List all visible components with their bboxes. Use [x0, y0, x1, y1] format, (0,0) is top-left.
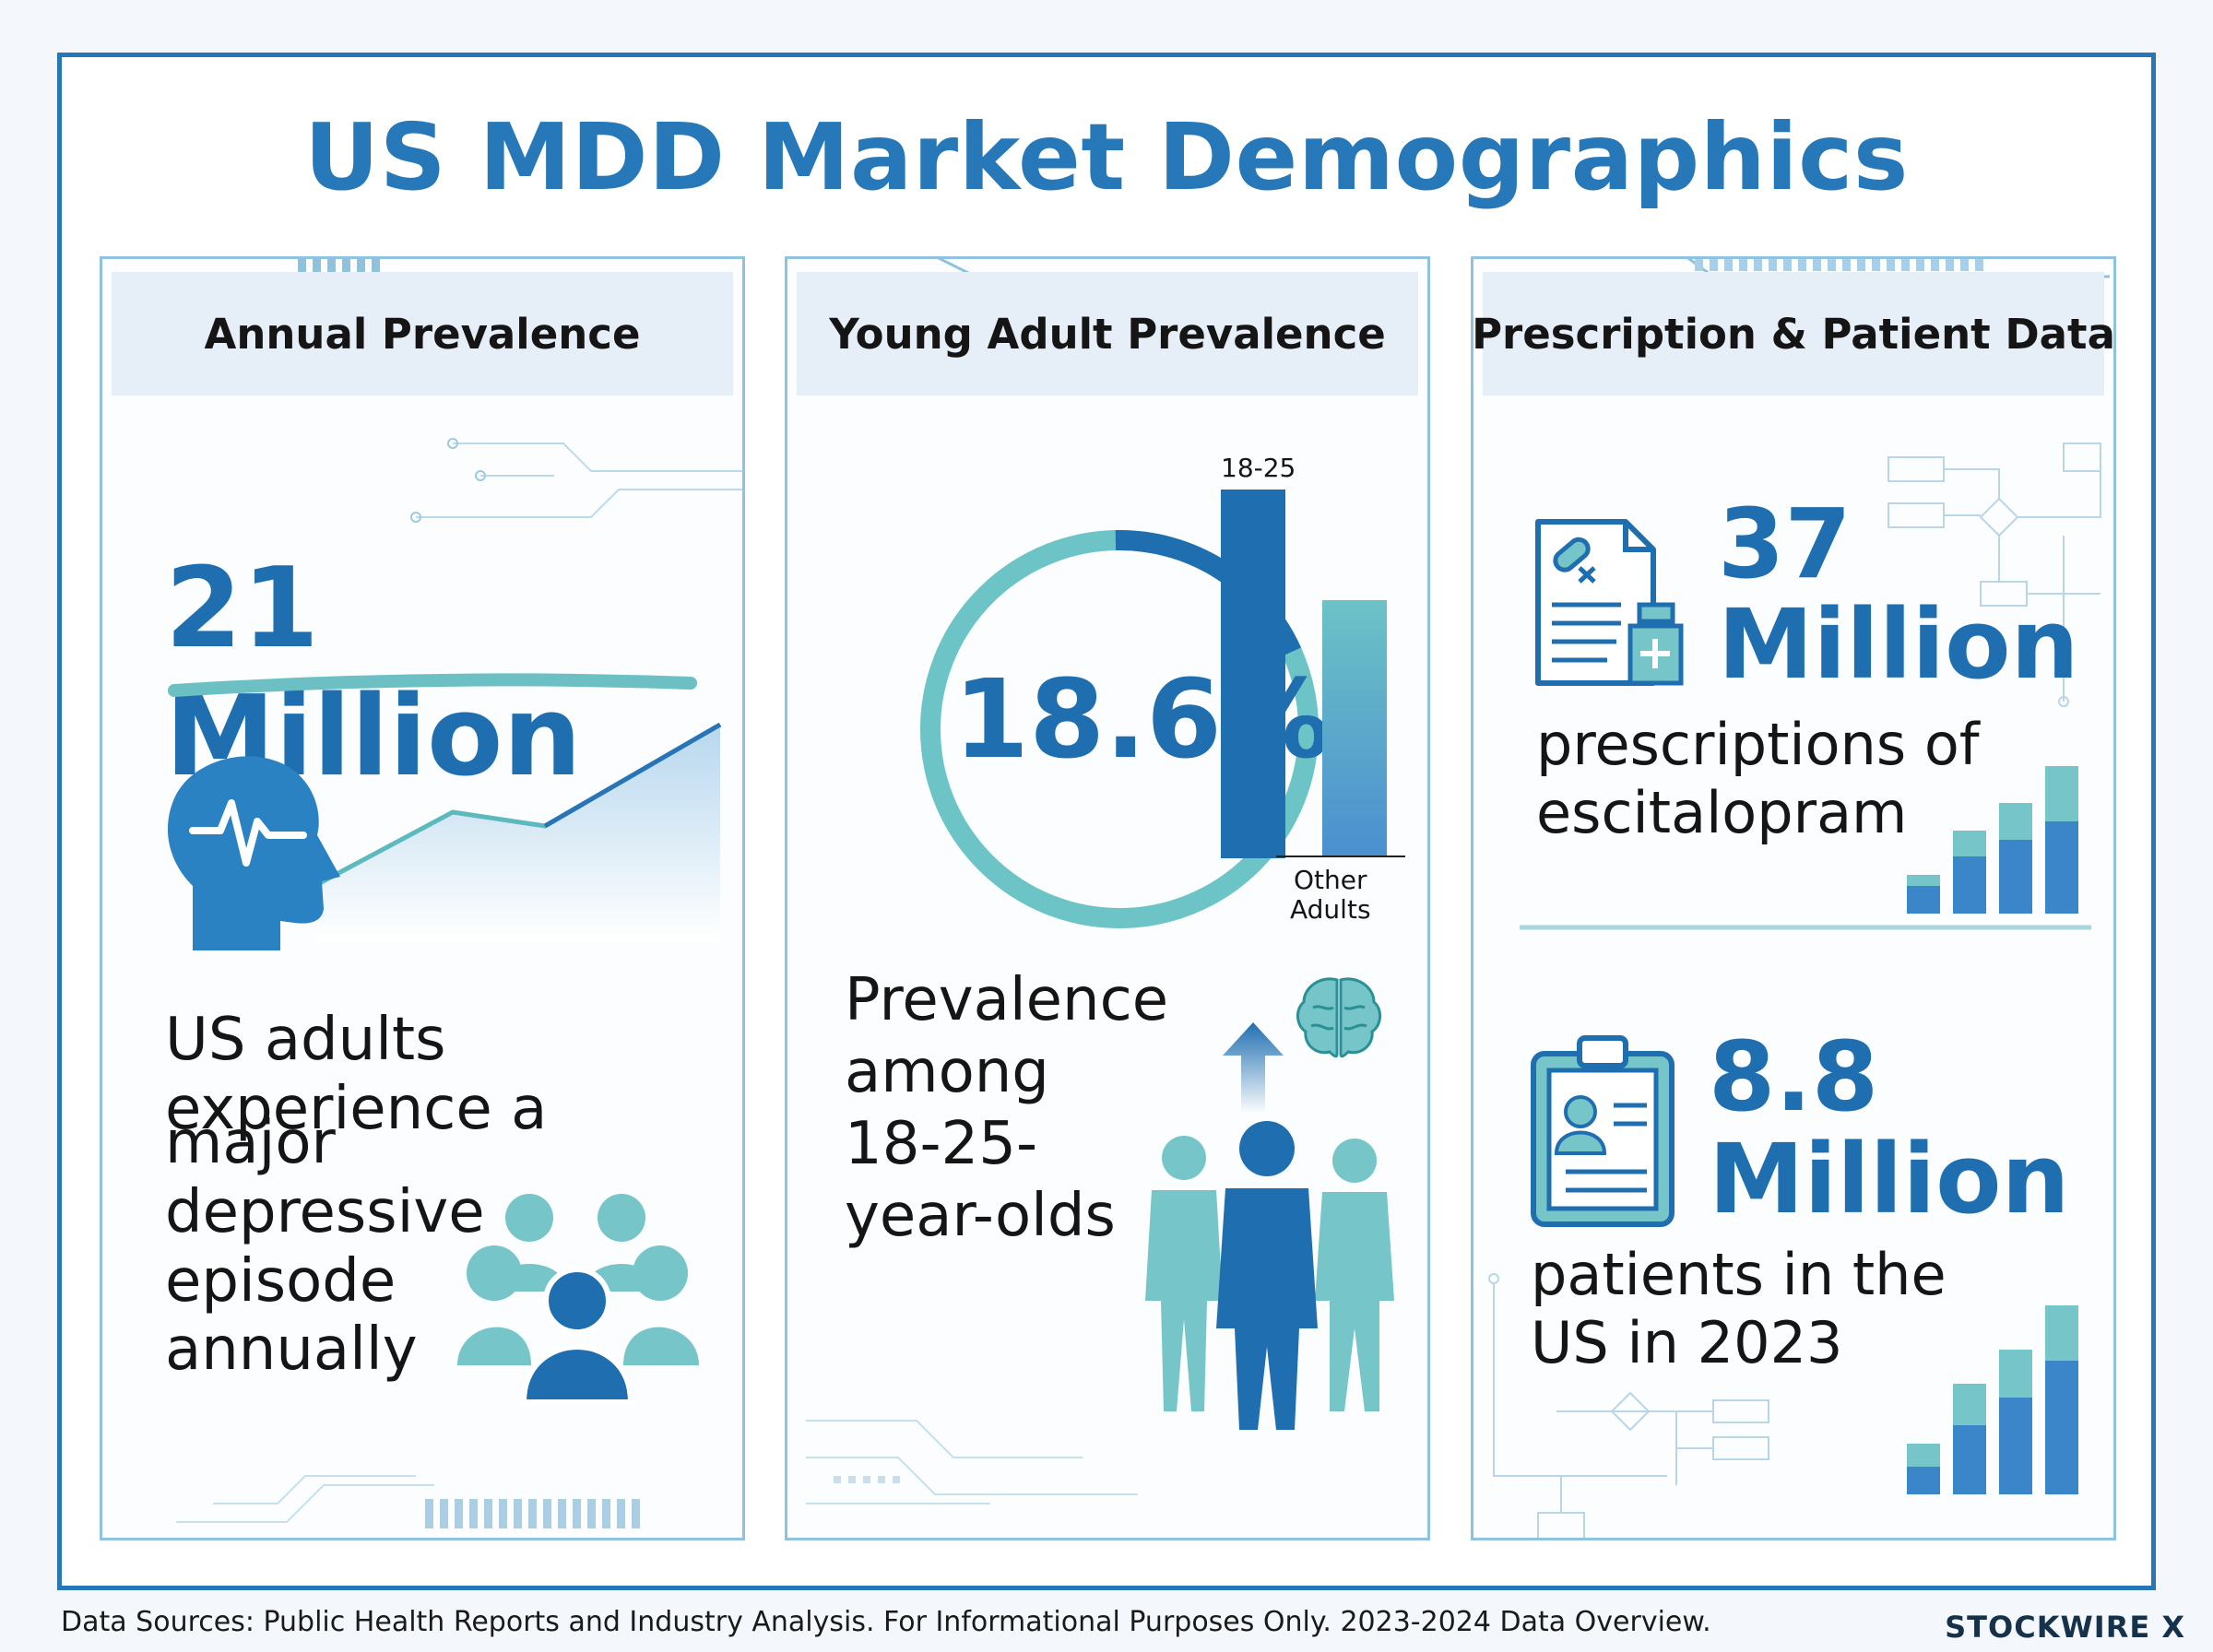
young-desc-line: among — [845, 1038, 1049, 1107]
rx-stat2-unit: Million — [1709, 1123, 2070, 1236]
footer-source-note: Data Sources: Public Health Reports and … — [61, 1606, 1711, 1638]
tab-stripes — [298, 259, 380, 275]
annual-desc-line: major — [165, 1108, 336, 1177]
bar-label-other-adults: Other Adults — [1290, 865, 1371, 926]
flowchart-decoration — [1488, 1273, 1769, 1538]
divider — [1520, 925, 2091, 930]
head-pulse-icon — [167, 756, 340, 950]
circuit-decoration — [410, 438, 742, 523]
panel-header-young: Young Adult Prevalence — [797, 272, 1418, 395]
rx-stat2-number: 8.8 — [1709, 1021, 1879, 1133]
bar-18-25 — [1221, 490, 1285, 858]
rx-stat1-unit: Million — [1718, 588, 2079, 702]
annual-desc-line: US adults — [165, 1006, 446, 1074]
clipboard-patient-icon — [1531, 1035, 1675, 1227]
rx-stat-patients: 8.8 Million — [1709, 1021, 2070, 1236]
underline-swoosh — [168, 673, 697, 697]
flowchart-decoration — [1888, 442, 2101, 707]
trend-line-graphic — [313, 722, 722, 941]
mini-bar-chart-patients — [1907, 1305, 2078, 1494]
annual-desc-line: experience a — [165, 1074, 548, 1143]
rx-desc-prescriptions: prescriptions of escitalopram — [1536, 711, 1980, 848]
brand-logo: STOCKWIRE X — [1945, 1610, 2185, 1645]
up-arrow-icon — [1223, 1022, 1284, 1115]
brain-icon — [1296, 977, 1381, 1058]
young-description: Prevalence among 18-25- year-olds — [845, 964, 1168, 1252]
annual-description: US adults experience a major depressive … — [165, 1006, 547, 1385]
panel-prescription-patient-data: Prescription & Patient Data 37 Million — [1471, 256, 2116, 1540]
young-desc-line: year-olds — [845, 1182, 1116, 1251]
bar-label-adults: Adults — [1290, 894, 1371, 926]
panel-header-rx: Prescription & Patient Data — [1473, 272, 2113, 395]
rx-stat1-number: 37 — [1718, 488, 1852, 600]
bar-other-adults — [1322, 600, 1387, 856]
annual-stat-value: 21 Million — [165, 545, 582, 801]
young-desc-line: Prevalence — [845, 966, 1169, 1034]
panel-young-adult-prevalence: Young Adult Prevalence 18-25 18.6% Other… — [785, 256, 1430, 1540]
bottom-stripes — [425, 1499, 640, 1528]
circuit-decoration — [806, 1420, 1138, 1504]
circuit-decoration — [176, 1475, 434, 1523]
mini-bar-chart-prescriptions — [1907, 766, 2078, 914]
rx-stat-prescriptions: 37 Million — [1718, 488, 2079, 702]
group-icon — [457, 1194, 699, 1405]
annual-desc-line: annually — [165, 1316, 418, 1385]
bar-label-18-25: 18-25 — [1221, 453, 1296, 483]
rx-desc2-line: patients in the — [1531, 1241, 1947, 1308]
page-title: US MDD Market Demographics — [304, 103, 1909, 211]
panel-header-annual: Annual Prevalence — [112, 272, 733, 395]
rx-desc1-line: prescriptions of — [1536, 711, 1980, 778]
prescription-bottle-icon — [1535, 519, 1684, 686]
panel-annual-prevalence: Annual Prevalence 21 Million US adults e… — [100, 256, 745, 1540]
annual-desc-line: depressive — [165, 1177, 485, 1246]
bar-label-other: Other — [1294, 865, 1367, 895]
rx-desc-patients: patients in the US in 2023 — [1531, 1241, 1947, 1378]
people-icon — [1145, 1121, 1394, 1430]
comparison-bars — [1221, 490, 1405, 858]
rx-desc2-line: US in 2023 — [1531, 1309, 1843, 1377]
young-desc-line: 18-25- — [845, 1110, 1038, 1179]
rx-desc1-line: escitalopram — [1536, 779, 1908, 847]
annual-desc-line: episode — [165, 1246, 396, 1316]
